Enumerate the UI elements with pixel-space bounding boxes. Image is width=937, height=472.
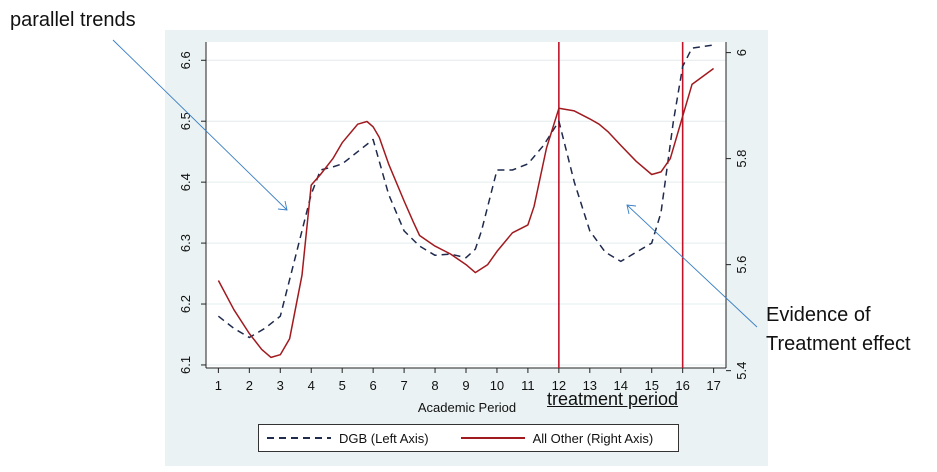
- legend-swatch-all-other: [460, 437, 525, 439]
- plot-area: [206, 42, 726, 368]
- legend-label-dgb: DGB (Left Axis): [339, 430, 429, 446]
- left-tick-label: 6.5: [178, 112, 193, 130]
- legend: DGB (Left Axis) All Other (Right Axis): [258, 424, 679, 452]
- right-axis-ticks: 5.4 5.6 5.8 6: [726, 49, 749, 380]
- x-tick-label: 1: [215, 378, 222, 393]
- x-tick-label: 4: [308, 378, 315, 393]
- legend-swatch-dgb: [267, 437, 331, 439]
- right-tick-label: 5.4: [734, 362, 749, 380]
- legend-label-all-other: All Other (Right Axis): [532, 430, 654, 446]
- left-tick-label: 6.1: [178, 356, 193, 374]
- annotation-arrows: [112, 39, 758, 328]
- treatment-effect-annotation-line2: Treatment effect: [766, 333, 911, 355]
- x-tick-label: 16: [675, 378, 689, 393]
- x-tick-label: 6: [370, 378, 377, 393]
- parallel-trends-arrowhead: [277, 200, 288, 211]
- legend-item-all-other: All Other (Right Axis): [460, 430, 654, 446]
- x-tick-label: 12: [552, 378, 566, 393]
- right-tick-label: 5.6: [734, 256, 749, 274]
- left-axis-ticks: 6.1 6.2 6.3 6.4 6.5 6.6: [178, 51, 206, 374]
- parallel-trends-annotation: parallel trends: [10, 9, 136, 31]
- left-tick-label: 6.6: [178, 51, 193, 69]
- x-tick-label: 9: [462, 378, 469, 393]
- right-tick-label: 5.8: [734, 150, 749, 168]
- x-axis-ticks: 1 2 3 4 5 6 7 8 9 10 11 12 13 14 15 16 17: [215, 368, 721, 393]
- left-tick-label: 6.2: [178, 295, 193, 313]
- right-tick-label: 6: [734, 49, 749, 56]
- treatment-effect-annotation-line1: Evidence of: [766, 304, 871, 326]
- x-tick-label: 13: [583, 378, 597, 393]
- legend-item-dgb: DGB (Left Axis): [267, 431, 429, 446]
- treatment-effect-arrow: [626, 204, 758, 328]
- x-tick-label: 17: [706, 378, 720, 393]
- x-tick-label: 11: [521, 378, 535, 393]
- series-group: [217, 44, 715, 359]
- x-tick-label: 15: [644, 378, 658, 393]
- x-tick-label: 10: [490, 378, 504, 393]
- x-tick-label: 14: [614, 378, 628, 393]
- treatment-period-label: treatment period: [547, 389, 679, 409]
- left-tick-label: 6.3: [178, 234, 193, 252]
- x-tick-label: 3: [277, 378, 284, 393]
- x-tick-label: 5: [339, 378, 346, 393]
- left-tick-label: 6.4: [178, 173, 193, 191]
- x-tick-label: 7: [400, 378, 407, 393]
- treatment-effect-arrowhead: [626, 204, 637, 215]
- series-line-all-other: [217, 67, 715, 359]
- x-tick-label: 8: [431, 378, 438, 393]
- x-axis-title: Academic Period: [418, 400, 516, 415]
- parallel-trends-arrow: [112, 39, 288, 211]
- gridlines: [206, 59, 726, 366]
- x-tick-label: 2: [246, 378, 253, 393]
- treatment-lines: [558, 42, 684, 368]
